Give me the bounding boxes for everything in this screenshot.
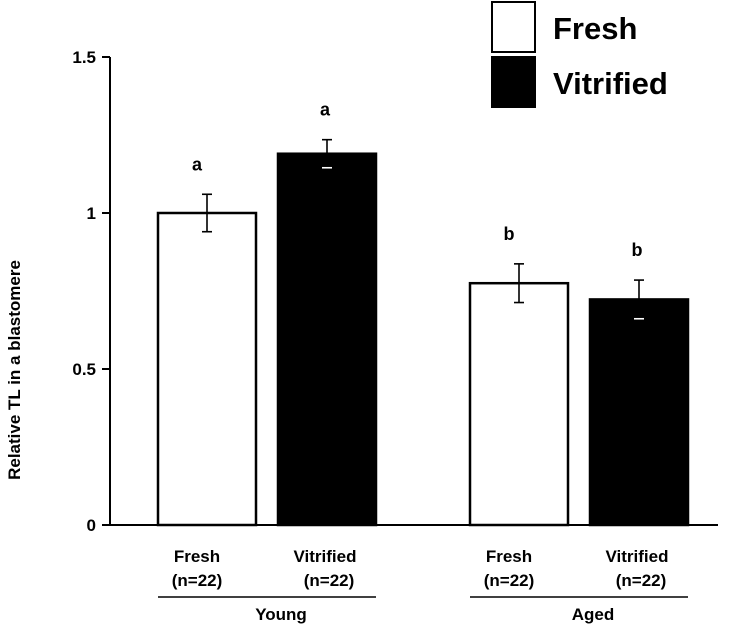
x-tick-sublabel: (n=22) <box>172 571 223 590</box>
y-tick-label: 0 <box>87 516 96 535</box>
significance-label: b <box>632 240 643 260</box>
x-tick-label: Vitrified <box>606 547 669 566</box>
significance-label: a <box>192 154 203 174</box>
group-labels: Young Aged <box>158 596 688 624</box>
y-tick-label: 1.5 <box>72 48 96 67</box>
legend: Fresh Vitrified <box>491 1 668 108</box>
bar-young-vitrified <box>276 152 378 527</box>
bar-young-fresh <box>156 211 258 527</box>
x-tick-sublabel: (n=22) <box>484 571 535 590</box>
x-tick-label: Fresh <box>174 547 220 566</box>
y-tick-label: 0.5 <box>72 360 96 379</box>
y-axis: 0 0.5 1 1.5 <box>72 48 111 535</box>
x-tick-label: Vitrified <box>294 547 357 566</box>
x-tick-label: Fresh <box>486 547 532 566</box>
legend-swatch-fresh <box>491 1 536 53</box>
bar-aged-vitrified <box>588 298 690 527</box>
bars: a a b b <box>156 100 690 527</box>
legend-label: Vitrified <box>553 66 668 101</box>
x-tick-sublabel: (n=22) <box>616 571 667 590</box>
legend-label: Fresh <box>553 11 637 46</box>
group-label: Aged <box>572 605 615 624</box>
y-axis-title: Relative TL in a blastomere <box>5 260 24 480</box>
y-tick-label: 1 <box>87 204 96 223</box>
significance-label: b <box>504 224 515 244</box>
category-labels: Fresh (n=22) Vitrified (n=22) Fresh (n=22) Vit… <box>172 547 669 590</box>
x-tick-sublabel: (n=22) <box>304 571 355 590</box>
group-label: Young <box>255 605 307 624</box>
significance-label: a <box>320 100 331 120</box>
bar-aged-fresh <box>468 281 570 527</box>
legend-swatch-vitrified <box>491 56 536 108</box>
